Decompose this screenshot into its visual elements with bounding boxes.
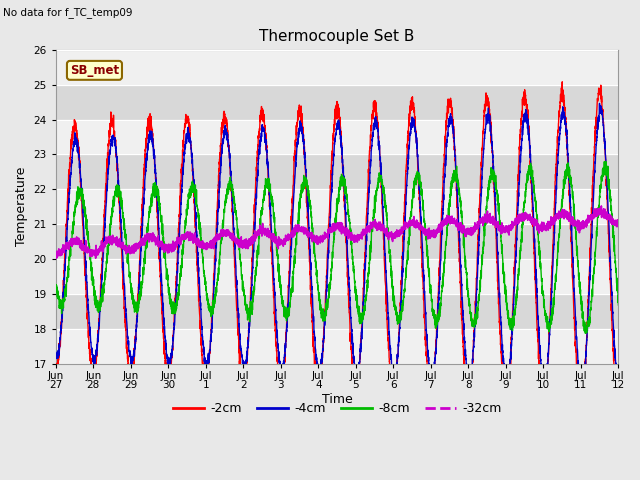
Bar	[56, 259, 618, 294]
Bar	[56, 329, 618, 364]
X-axis label: Time: Time	[322, 393, 353, 406]
Bar	[56, 120, 618, 155]
Legend: -2cm, -4cm, -8cm, -32cm: -2cm, -4cm, -8cm, -32cm	[168, 397, 507, 420]
Text: SB_met: SB_met	[70, 64, 119, 77]
Title: Thermocouple Set B: Thermocouple Set B	[259, 29, 415, 44]
Text: No data for f_TC_temp09: No data for f_TC_temp09	[3, 7, 132, 18]
Bar	[56, 50, 618, 84]
Bar	[56, 189, 618, 224]
Y-axis label: Temperature: Temperature	[15, 167, 28, 246]
